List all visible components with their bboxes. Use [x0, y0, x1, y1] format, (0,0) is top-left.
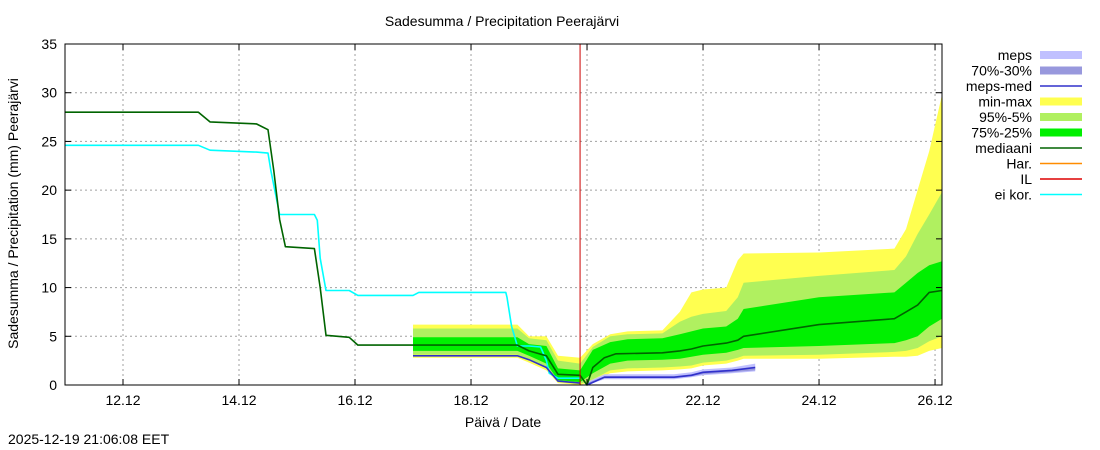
- y-tick-label: 15: [41, 231, 57, 247]
- line-meps_med: [413, 354, 581, 384]
- y-tick-label: 0: [49, 377, 57, 393]
- x-tick-label: 20.12: [570, 392, 605, 408]
- y-axis-label: Sadesumma / Precipitation (mm) Peerajärv…: [5, 78, 21, 349]
- legend-item-p70_30: 70%-30%: [971, 63, 1082, 79]
- legend-label: 75%-25%: [971, 125, 1032, 141]
- legend-label: min-max: [978, 94, 1032, 110]
- legend-label: ei kor.: [995, 187, 1032, 203]
- legend-label: Har.: [1006, 156, 1032, 172]
- band-layer: [413, 94, 942, 385]
- x-tick-label: 26.12: [918, 392, 953, 408]
- timestamp: 2025-12-19 21:06:08 EET: [8, 431, 170, 447]
- legend-swatch: [1040, 113, 1082, 121]
- y-tick-label: 5: [49, 328, 57, 344]
- x-axis-label: Päivä / Date: [465, 414, 541, 430]
- axis-ticks: 0 5 10 15 20 25 30 35 12.12 14.12 16.12 18.12 20.12 2…: [41, 36, 952, 408]
- y-tick-label: 25: [41, 133, 57, 149]
- legend: meps70%-30%meps-medmin-max95%-5%75%-25%m…: [966, 47, 1082, 203]
- legend-item-meps_med: meps-med: [966, 78, 1082, 94]
- legend-swatch: [1040, 51, 1082, 59]
- band-meps: [587, 363, 756, 385]
- legend-item-har: Har.: [1006, 156, 1082, 172]
- legend-label: IL: [1020, 171, 1032, 187]
- legend-label: 70%-30%: [971, 63, 1032, 79]
- chart-title: Sadesumma / Precipitation Peerajärvi: [385, 13, 619, 29]
- legend-item-mediaani: mediaani: [975, 140, 1082, 156]
- legend-label: 95%-5%: [979, 109, 1032, 125]
- legend-label: mediaani: [975, 140, 1032, 156]
- line-ei_kor: [65, 144, 581, 380]
- legend-item-min_max: min-max: [978, 94, 1082, 110]
- legend-swatch: [1040, 97, 1082, 106]
- legend-item-p95_5: 95%-5%: [979, 109, 1082, 125]
- plot-frame: [64, 43, 943, 386]
- legend-item-meps: meps: [998, 47, 1082, 63]
- x-tick-label: 12.12: [105, 392, 140, 408]
- y-tick-label: 10: [41, 280, 57, 296]
- x-tick-label: 14.12: [221, 392, 256, 408]
- legend-swatch: [1040, 66, 1082, 75]
- x-tick-label: 16.12: [337, 392, 372, 408]
- legend-swatch: [1040, 128, 1082, 137]
- legend-label: meps-med: [966, 78, 1032, 94]
- legend-item-ei_kor: ei kor.: [995, 187, 1082, 203]
- legend-label: meps: [998, 47, 1032, 63]
- legend-item-p75_25: 75%-25%: [971, 125, 1082, 141]
- x-tick-label: 18.12: [453, 392, 488, 408]
- y-tick-label: 35: [41, 36, 57, 52]
- band-p75_25: [413, 261, 942, 383]
- legend-item-il: IL: [1020, 171, 1082, 187]
- y-tick-label: 30: [41, 85, 57, 101]
- x-tick-label: 22.12: [686, 392, 721, 408]
- line-meps_med-forecast: [586, 366, 756, 386]
- x-tick-label: 24.12: [802, 392, 837, 408]
- y-tick-label: 20: [41, 182, 57, 198]
